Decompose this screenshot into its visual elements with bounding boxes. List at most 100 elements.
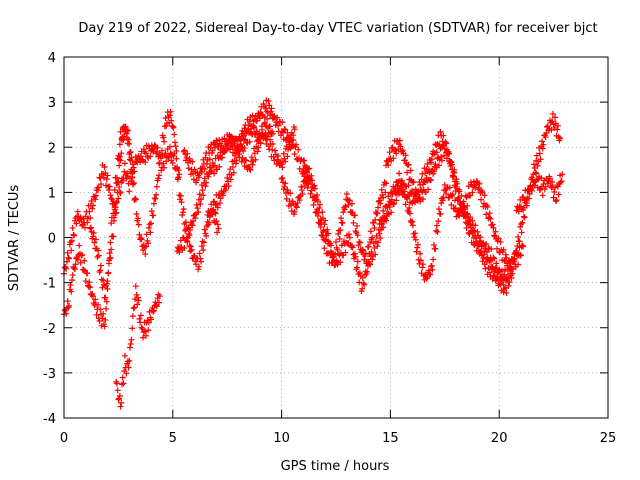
x-axis-label: GPS time / hours xyxy=(281,459,390,474)
data-point xyxy=(201,165,208,172)
data-point xyxy=(334,246,341,253)
data-point xyxy=(435,206,442,213)
data-point xyxy=(87,224,94,231)
data-point xyxy=(362,250,369,257)
data-point xyxy=(156,159,163,166)
data-point xyxy=(519,242,526,249)
data-point xyxy=(124,127,131,134)
data-point xyxy=(378,186,385,193)
data-point xyxy=(153,303,160,310)
data-point xyxy=(381,216,388,223)
data-point xyxy=(417,250,424,257)
data-point xyxy=(127,149,134,156)
data-point xyxy=(555,191,562,198)
data-point xyxy=(145,240,152,247)
data-point xyxy=(156,293,163,300)
data-point xyxy=(106,250,113,257)
data-point xyxy=(317,224,324,231)
data-point xyxy=(134,215,141,222)
data-point xyxy=(303,167,310,174)
data-point xyxy=(155,175,162,182)
data-point xyxy=(337,227,344,234)
data-point xyxy=(356,239,363,245)
data-point xyxy=(260,134,267,141)
data-point xyxy=(301,157,308,164)
data-point xyxy=(554,126,561,133)
data-point xyxy=(508,265,515,272)
data-point xyxy=(230,164,237,171)
data-point xyxy=(94,254,101,261)
data-point xyxy=(198,258,205,265)
data-point xyxy=(506,279,513,286)
data-point xyxy=(479,258,486,265)
data-point xyxy=(142,159,149,166)
data-point xyxy=(425,267,432,274)
data-point xyxy=(537,156,544,163)
data-point xyxy=(463,225,470,232)
data-point xyxy=(121,160,128,167)
data-point xyxy=(274,114,281,121)
data-point xyxy=(311,197,318,204)
data-point xyxy=(92,296,99,303)
data-point xyxy=(127,344,134,351)
data-point xyxy=(433,227,440,234)
data-point xyxy=(396,137,403,144)
data-point xyxy=(439,138,446,145)
data-point xyxy=(87,214,94,221)
data-point xyxy=(135,297,142,304)
data-point xyxy=(388,209,395,216)
data-point xyxy=(500,246,507,253)
data-point xyxy=(192,215,199,222)
data-point xyxy=(138,236,145,243)
data-point xyxy=(412,230,419,237)
data-point xyxy=(552,114,559,121)
data-point xyxy=(214,221,221,228)
data-point xyxy=(142,251,149,258)
data-point xyxy=(521,214,528,221)
data-point xyxy=(115,396,122,403)
data-point xyxy=(95,301,102,308)
data-point xyxy=(153,148,160,155)
data-point xyxy=(466,216,473,223)
data-point xyxy=(180,234,187,241)
chart-title: Day 219 of 2022, Sidereal Day-to-day VTE… xyxy=(78,21,597,36)
data-point xyxy=(540,141,547,148)
data-point xyxy=(440,194,447,201)
data-point xyxy=(175,174,182,181)
data-point xyxy=(430,168,437,175)
data-point xyxy=(288,207,295,214)
data-point xyxy=(520,243,527,250)
data-point xyxy=(132,195,139,202)
data-point xyxy=(437,211,444,218)
data-point xyxy=(72,261,79,268)
data-point xyxy=(406,210,413,217)
data-point xyxy=(552,198,559,205)
data-point xyxy=(428,262,435,269)
data-point xyxy=(469,217,476,224)
data-point xyxy=(519,219,526,226)
y-tick-label: -2 xyxy=(43,322,56,337)
y-axis-label: SDTVAR / TECUs xyxy=(7,185,22,292)
data-point xyxy=(251,124,258,131)
data-point xyxy=(71,265,78,272)
data-point xyxy=(214,201,221,208)
data-point xyxy=(483,240,490,247)
data-point xyxy=(227,176,234,183)
data-point xyxy=(314,198,321,205)
x-tick-label: 15 xyxy=(382,431,399,446)
y-tick-label: 3 xyxy=(48,96,56,111)
data-point xyxy=(233,157,240,164)
data-point xyxy=(77,259,84,266)
data-point xyxy=(150,307,157,314)
data-point xyxy=(549,118,556,125)
x-tick-label: 25 xyxy=(600,431,617,446)
data-point xyxy=(397,186,404,193)
data-point xyxy=(187,248,194,255)
data-point xyxy=(296,197,303,204)
data-point xyxy=(290,132,297,139)
data-point xyxy=(413,190,420,197)
data-point xyxy=(405,161,412,168)
data-point xyxy=(486,214,493,221)
data-point xyxy=(88,291,95,298)
data-point xyxy=(79,251,86,258)
